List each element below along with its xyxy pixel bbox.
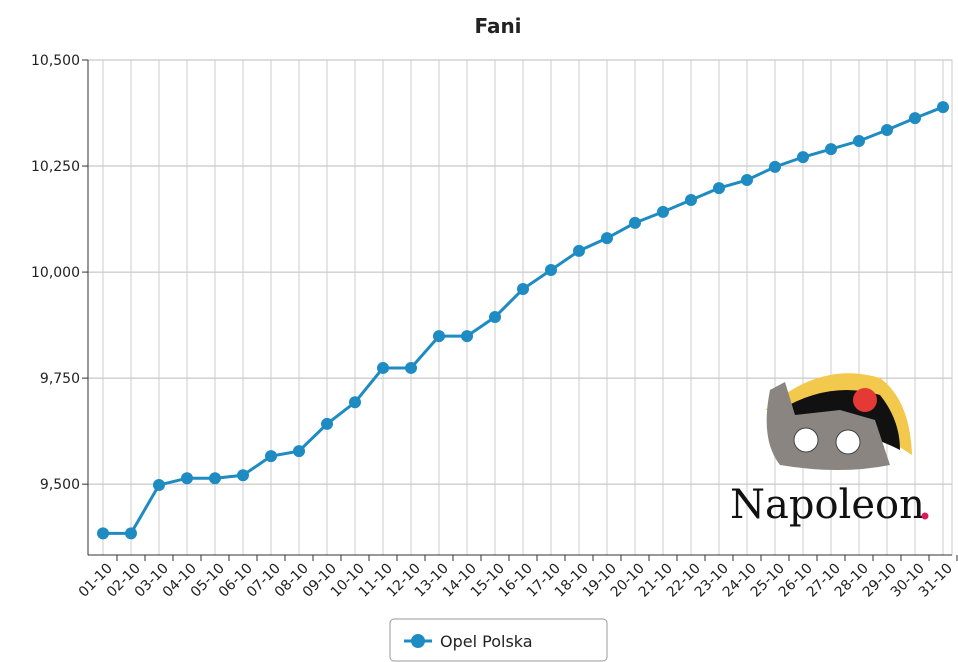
data-point (321, 417, 333, 430)
data-point (853, 135, 865, 148)
data-point (209, 472, 221, 485)
legend: Opel Polska (404, 632, 533, 651)
legend-marker (411, 634, 425, 648)
data-point (405, 361, 417, 374)
logo-eye (835, 429, 861, 455)
data-point (825, 143, 837, 156)
data-point (797, 151, 809, 164)
data-point (125, 527, 137, 540)
data-point (881, 123, 893, 136)
y-tick-label: 10,000 (31, 265, 80, 281)
data-point (629, 216, 641, 229)
y-tick-label: 9,500 (40, 477, 80, 493)
data-point (377, 361, 389, 374)
data-point (293, 445, 305, 458)
data-point (573, 244, 585, 257)
data-point (937, 101, 949, 114)
chart-title: Fani (474, 14, 521, 38)
data-point (97, 527, 109, 540)
grid: 9,5009,75010,00010,25010,50001-1002-1003… (31, 53, 958, 601)
data-point (349, 396, 361, 409)
data-point (489, 311, 501, 324)
y-tick-label: 10,500 (31, 53, 80, 69)
y-tick-label: 10,250 (31, 159, 80, 175)
plot-area (87, 59, 953, 556)
data-point (181, 472, 193, 485)
data-point (601, 232, 613, 245)
y-tick-label: 9,750 (40, 371, 80, 387)
logo-text: Napoleon (730, 482, 925, 528)
data-point (461, 330, 473, 343)
logo-cockade (853, 388, 877, 412)
data-point (685, 193, 697, 206)
logo-dot (921, 512, 929, 520)
legend-label: Opel Polska (440, 632, 533, 651)
data-point (657, 205, 669, 218)
data-point (713, 182, 725, 195)
data-point (237, 469, 249, 482)
data-point (433, 330, 445, 343)
data-point (741, 174, 753, 187)
data-point (909, 112, 921, 125)
data-point (265, 450, 277, 463)
legend-box (389, 618, 608, 662)
logo: Napoleon (730, 373, 929, 528)
logo-eye (793, 427, 819, 453)
data-point (769, 160, 781, 173)
plot (97, 101, 949, 540)
data-point (517, 283, 529, 296)
data-point (545, 263, 557, 276)
data-point (153, 479, 165, 492)
